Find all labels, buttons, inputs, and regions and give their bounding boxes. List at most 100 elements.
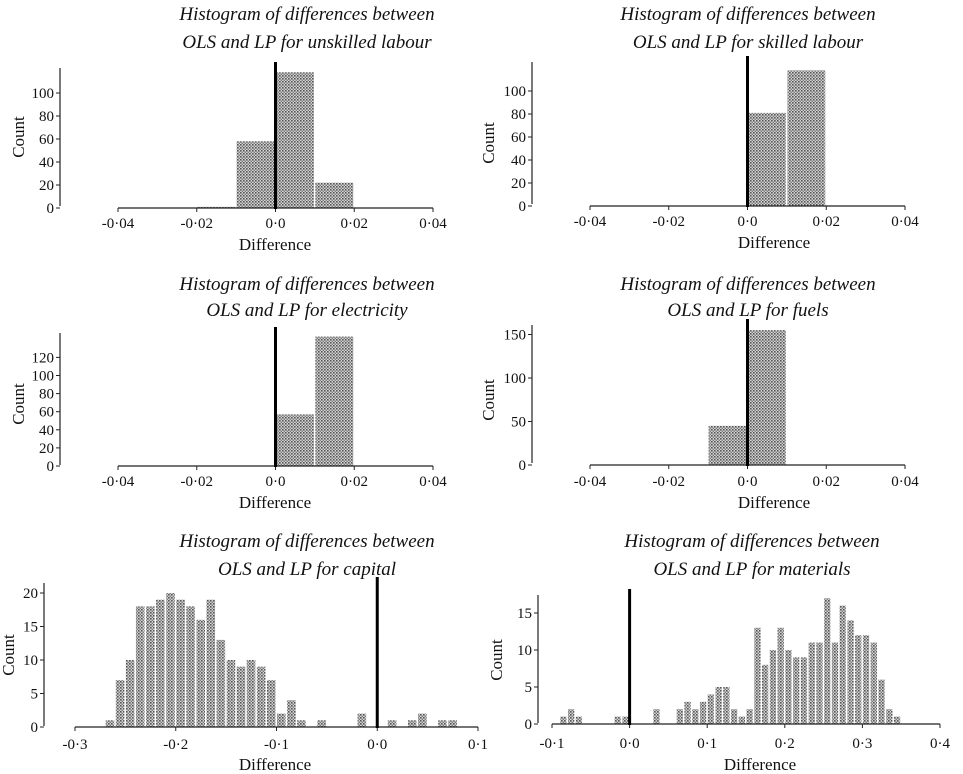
histogram-bar (886, 709, 893, 724)
y-tick-label: 0 (519, 199, 527, 215)
histogram-panel: Histogram of differences between OLS and … (487, 531, 950, 774)
x-tick-label: 0·02 (341, 474, 369, 490)
x-tick-label: -0·04 (574, 214, 607, 230)
y-axis-label: Count (9, 383, 28, 425)
histogram-bar (418, 713, 427, 727)
y-tick-label: 80 (511, 107, 526, 123)
histogram-bar (839, 605, 846, 724)
histogram-bar (676, 709, 683, 724)
x-tick-label: -0·04 (574, 474, 607, 490)
y-tick-label: 15 (23, 620, 38, 636)
histogram-bar (785, 650, 792, 724)
x-tick-label: 0·04 (419, 474, 447, 490)
y-tick-label: 0 (31, 720, 39, 736)
chart-title-line: OLS and LP for skilled labour (633, 32, 864, 53)
histogram-bar (738, 716, 745, 724)
x-tick-label: -0·3 (63, 737, 88, 753)
x-tick-label: 0·04 (891, 214, 919, 230)
chart-title-line: Histogram of differences between (623, 531, 879, 552)
histogram-bar (176, 599, 185, 727)
x-tick-label: 0·0 (620, 736, 640, 752)
histogram-bar (614, 716, 621, 724)
y-tick-label: 0 (47, 459, 55, 475)
histogram-bar (800, 657, 808, 724)
histogram-bar (824, 598, 831, 724)
y-tick-label: 20 (39, 178, 54, 194)
chart-title-line: OLS and LP for electricity (206, 300, 408, 321)
y-tick-label: 80 (39, 109, 54, 125)
histogram-panel: Histogram of differences between OLS and … (0, 531, 488, 774)
y-axis-label: Count (479, 379, 498, 421)
histogram-bar (748, 112, 786, 206)
histogram-bar (315, 336, 354, 466)
y-tick-label: 100 (32, 86, 55, 102)
histogram-panel: Histogram of differences between OLS and … (479, 4, 919, 252)
x-tick-label: -0·02 (653, 474, 686, 490)
histogram-bar (297, 720, 306, 727)
histogram-bar (125, 660, 135, 727)
y-tick-label: 0 (47, 201, 55, 217)
histogram-bar (893, 716, 901, 724)
histogram-bar (568, 709, 575, 724)
histogram-bar (862, 635, 870, 724)
histogram-bar (684, 701, 691, 724)
x-tick-label: -0·2 (163, 737, 188, 753)
y-tick-label: 0 (519, 458, 527, 474)
x-tick-label: 0·02 (341, 216, 369, 232)
histogram-bar (622, 716, 629, 724)
x-tick-label: 0·04 (419, 216, 447, 232)
chart-title-line: OLS and LP for unskilled labour (182, 32, 432, 53)
histogram-bar (715, 687, 722, 724)
x-tick-label: -0·02 (653, 214, 686, 230)
histogram-bar (723, 687, 730, 724)
y-tick-label: 150 (504, 328, 527, 344)
y-tick-label: 60 (39, 132, 54, 148)
chart-title-line: Histogram of differences between (178, 274, 434, 295)
chart-title-line: Histogram of differences between (619, 4, 875, 25)
y-tick-label: 5 (31, 687, 39, 703)
histogram-bar (196, 619, 205, 727)
x-tick-label: 0·4 (930, 736, 950, 752)
y-tick-label: 100 (504, 84, 527, 100)
histogram-bar (730, 709, 738, 724)
histogram-bar (186, 606, 195, 727)
x-tick-label: 0·0 (266, 474, 286, 490)
y-tick-label: 40 (39, 155, 54, 171)
y-axis-label: Count (487, 639, 506, 681)
histogram-bar (707, 694, 714, 724)
y-axis-label: Count (479, 122, 498, 164)
histogram-bar (115, 680, 125, 727)
y-tick-label: 100 (504, 371, 527, 387)
x-tick-label: -0·02 (181, 216, 214, 232)
x-tick-label: 0·04 (891, 474, 919, 490)
histogram-bar (266, 680, 276, 727)
histogram-bar (156, 599, 165, 727)
histogram-bar (870, 642, 877, 724)
histogram-bar (276, 414, 314, 466)
x-tick-label: -0·04 (102, 216, 135, 232)
x-tick-label: 0·0 (266, 216, 286, 232)
y-tick-label: 15 (517, 606, 532, 622)
histogram-bar (277, 713, 286, 727)
histogram-panel: Histogram of differences between OLS and … (9, 4, 447, 254)
histogram-bar (855, 635, 862, 724)
y-axis-label: Count (0, 634, 18, 676)
y-tick-label: 20 (511, 176, 526, 192)
histogram-bar (575, 716, 583, 724)
y-tick-label: 100 (32, 369, 55, 385)
histogram-bar (135, 606, 145, 727)
histogram-bar (831, 642, 839, 724)
histogram-bar (878, 679, 885, 724)
histogram-bar (793, 657, 800, 724)
y-tick-label: 20 (39, 441, 54, 457)
x-tick-label: -0·04 (102, 474, 135, 490)
x-axis-label: Difference (738, 493, 810, 512)
histogram-bar (777, 627, 784, 724)
y-tick-label: 5 (525, 680, 533, 696)
chart-title-line: Histogram of differences between (178, 4, 434, 25)
x-tick-label: 0·1 (468, 737, 488, 753)
y-tick-label: 80 (39, 387, 54, 403)
histogram-panels: Histogram of differences between OLS and … (0, 4, 950, 774)
histogram-bar (407, 720, 417, 727)
